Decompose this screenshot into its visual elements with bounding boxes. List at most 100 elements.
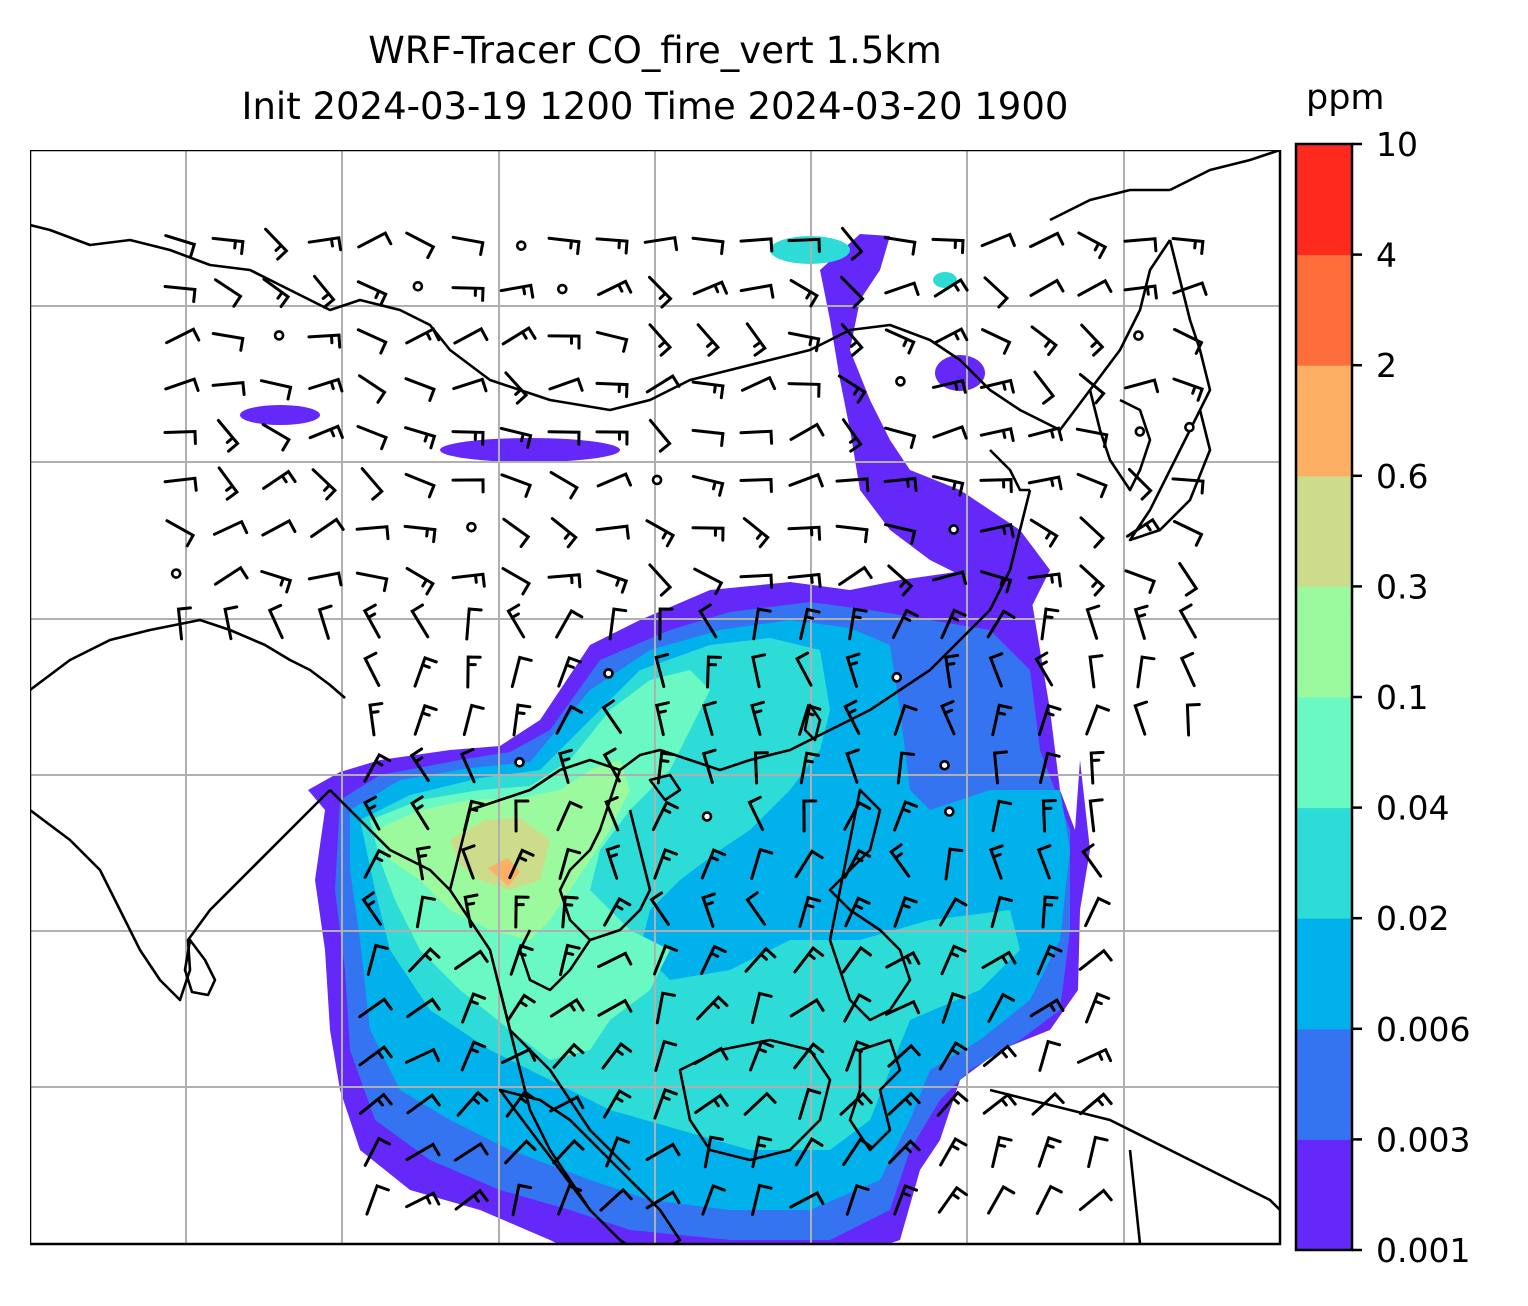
wind-barb: [1171, 237, 1205, 255]
wind-barb: [837, 374, 867, 404]
wind-barb: [454, 1188, 489, 1211]
wind-barb: [656, 751, 676, 785]
wind-barb: [549, 470, 579, 500]
wind-barb: [884, 281, 920, 296]
wind-barb: [608, 607, 628, 641]
wind-barb: [405, 1142, 441, 1162]
calm-marker: [895, 376, 906, 387]
wind-barb: [739, 573, 774, 589]
wind-barb: [654, 652, 670, 688]
wind-barb: [1029, 231, 1065, 249]
wind-barb: [506, 993, 536, 1023]
wind-barb: [317, 604, 333, 640]
wind-barb: [703, 1135, 724, 1169]
wind-barb: [696, 995, 729, 1021]
wind-barb: [988, 652, 1004, 688]
wind-barb: [789, 422, 825, 441]
wind-barb: [212, 519, 249, 536]
wind-barb: [547, 430, 581, 446]
wind-barb: [740, 375, 777, 392]
wind-barb: [595, 430, 629, 446]
wind-barb: [706, 655, 722, 689]
wind-barb: [552, 1138, 585, 1165]
wind-barb: [841, 226, 864, 261]
wind-barb: [835, 477, 870, 493]
wind-barb: [1079, 1092, 1113, 1116]
wind-barb: [1133, 700, 1149, 736]
wind-barb: [1040, 607, 1060, 641]
wind-barb: [164, 234, 197, 258]
wind-barb: [1173, 520, 1204, 547]
map-title-line2: Init 2024-03-19 1200 Time 2024-03-20 190…: [241, 85, 1069, 128]
tracer-level-0.001-north: [820, 234, 1050, 610]
wind-barb: [744, 946, 777, 973]
wind-barb: [840, 323, 864, 357]
wind-barb: [745, 322, 767, 357]
wind-barb: [261, 422, 291, 452]
calm-marker: [651, 474, 663, 486]
wind-barb: [501, 326, 537, 346]
calm-marker: [557, 283, 568, 295]
wind-barb: [1089, 750, 1105, 785]
wind-barb: [843, 848, 872, 879]
calm-marker: [466, 521, 477, 533]
wind-barb: [840, 275, 865, 309]
wind-barb: [1085, 992, 1111, 1024]
wind-barb: [1084, 896, 1111, 928]
calm-marker: [514, 756, 525, 768]
wind-barb: [405, 231, 436, 259]
wind-barb: [362, 603, 381, 639]
colorbar-tick-label: 0.006: [1376, 1010, 1470, 1049]
wind-barb: [883, 236, 917, 256]
wind-barb: [980, 570, 1013, 594]
wind-barb: [165, 327, 201, 345]
wind-barb: [451, 430, 485, 446]
wind-barb: [1079, 516, 1106, 549]
colorbar-tick-label: 0.6: [1376, 457, 1428, 496]
wind-barb: [410, 603, 430, 639]
korea-coast: [1088, 389, 1152, 492]
wind-barb: [264, 227, 289, 261]
wind-barb: [751, 1135, 773, 1169]
wind-barb: [752, 607, 772, 641]
wind-barb: [163, 476, 198, 492]
wind-barb: [941, 991, 966, 1024]
wind-barb: [556, 800, 583, 832]
wind-barb: [405, 1191, 441, 1209]
wind-barb: [547, 334, 581, 350]
wind-barb: [739, 477, 773, 493]
wind-barb: [355, 571, 389, 593]
wind-barb: [504, 371, 529, 405]
wind-barb: [499, 426, 533, 449]
wind-barb: [599, 1187, 633, 1212]
wind-barb: [987, 992, 1016, 1023]
wind-barb: [979, 378, 1015, 394]
map-panel: [30, 150, 1282, 1246]
wind-barb: [1173, 327, 1204, 355]
wind-barb: [787, 525, 822, 541]
wind-barb: [1077, 231, 1108, 260]
wind-barb: [789, 998, 825, 1018]
wind-barb: [557, 1184, 583, 1216]
wind-barb: [654, 1039, 678, 1072]
wind-barb: [597, 951, 633, 969]
colorbar-tick-label: 4: [1376, 236, 1397, 275]
calm-marker: [891, 672, 903, 683]
wind-barb: [1087, 1135, 1109, 1169]
wind-barb: [693, 567, 724, 596]
graticule: [30, 150, 1280, 1244]
wind-barb: [848, 607, 868, 641]
wind-barb: [651, 800, 679, 831]
wind-barb: [502, 517, 531, 548]
malay-peninsula: [498, 989, 631, 1171]
wind-barb: [1078, 948, 1113, 971]
wind-barb: [884, 999, 921, 1016]
wind-barb: [307, 333, 342, 349]
wind-barb: [980, 232, 1016, 248]
wind-barb: [460, 844, 476, 880]
wind-barb: [163, 429, 197, 445]
wind-barb: [931, 378, 967, 394]
wind-barb: [308, 424, 344, 440]
wind-barb: [1027, 475, 1063, 491]
wind-barb: [549, 997, 585, 1018]
